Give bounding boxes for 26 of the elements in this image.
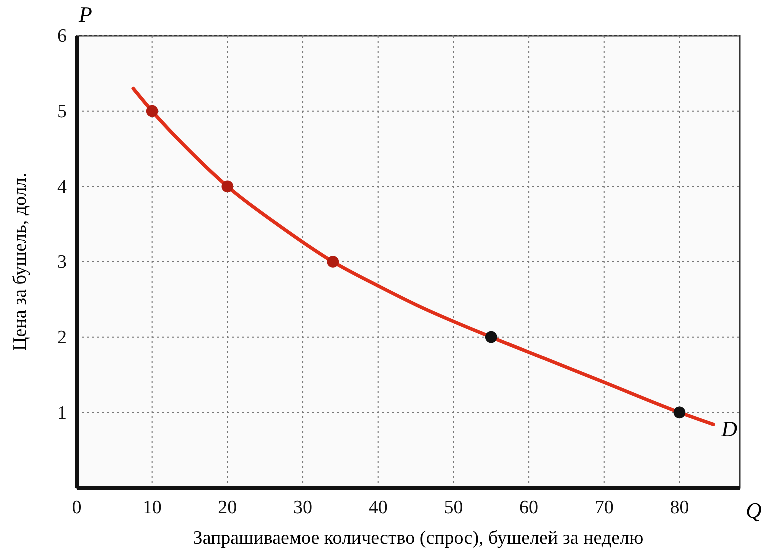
y-tick-label: 5 xyxy=(58,101,67,122)
point xyxy=(485,331,498,344)
x-tick-label: 10 xyxy=(142,497,162,518)
y-tick-label: 4 xyxy=(58,176,68,198)
line-series xyxy=(132,86,716,426)
annotation: D xyxy=(720,416,738,442)
y-tick-label: 3 xyxy=(58,252,67,274)
x-tick-label: 30 xyxy=(294,497,313,518)
point xyxy=(327,256,340,268)
point xyxy=(674,406,686,419)
point xyxy=(146,105,158,118)
x-tick-label: 70 xyxy=(594,497,614,518)
x-tick-label: 50 xyxy=(444,497,464,518)
y-tick-label: 6 xyxy=(58,26,67,48)
x-tick-label: 0 xyxy=(72,497,82,518)
x-tick-label: 40 xyxy=(368,497,388,518)
x-tick-label: 20 xyxy=(218,497,238,518)
x-tick-label: 80 xyxy=(670,497,690,518)
y-tick-label: 2 xyxy=(58,327,67,348)
text: P xyxy=(78,2,92,27)
y-tick-label: 1 xyxy=(58,402,67,424)
point xyxy=(222,180,234,193)
x-tick-label: 60 xyxy=(520,497,539,518)
text: Q xyxy=(746,498,762,523)
x-axis-title: Запрашиваемое количество (спрос), бушелей за неделю xyxy=(193,528,644,549)
y-axis-title: Цена за бушель, долл. xyxy=(10,173,31,351)
